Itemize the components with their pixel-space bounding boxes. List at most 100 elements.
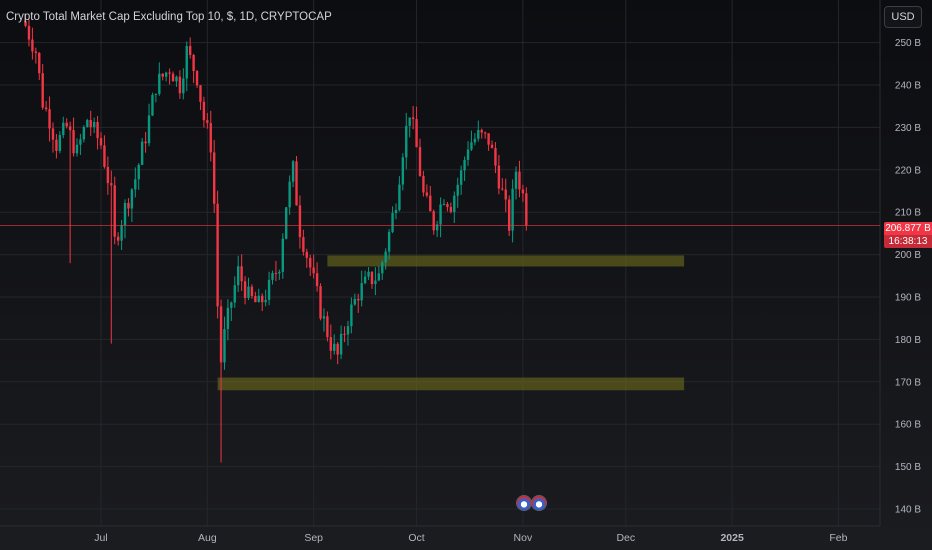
candle-body [226,307,230,330]
candle-body [182,78,185,94]
candle-body [480,129,483,133]
candle-body [490,144,494,149]
price-tick-label: 220 B [895,165,921,176]
candle-body [192,54,195,72]
time-tick-label: Sep [304,532,323,544]
candle-body [494,148,497,166]
price-tick-label: 140 B [895,505,921,516]
time-tick-label: Aug [198,532,217,544]
candle-body [92,121,96,128]
currency-button[interactable]: USD [884,6,922,28]
candle-body [68,126,72,131]
candle-body [144,141,147,144]
candle-countdown-badge: 16:38:13 [884,235,932,248]
price-tick-label: 200 B [895,250,921,261]
candle-body [99,138,103,146]
candle-body [408,117,411,126]
candle-body [274,273,278,275]
candle-body [343,333,346,335]
candle-body [247,286,250,299]
candle-body [463,159,466,171]
candle-body [357,298,360,301]
candle-body [319,286,322,319]
candle-body [185,46,188,79]
candle-body [309,257,312,268]
candle-body [497,165,501,189]
candle-body [38,52,41,74]
time-tick-label: Feb [829,532,847,544]
candle-body [147,115,151,144]
candle-body [243,281,247,299]
candle-body [41,73,44,108]
candle-body [418,147,422,176]
candle-body [449,207,453,212]
candle-body [315,273,319,287]
candle-body [329,337,333,351]
candle-body [442,203,446,205]
candle-body [178,76,182,94]
candle-body [422,175,425,193]
candle-body [116,236,120,241]
candle-body [233,285,236,303]
candle-body [267,279,271,300]
candle-body [65,122,68,127]
candle-body [230,302,233,308]
candle-body [219,306,223,363]
candle-body [514,171,518,189]
candle-body [487,133,490,145]
candle-body [216,203,219,307]
candle-body [31,39,34,52]
support-zones [217,255,685,391]
candle-body [44,107,48,110]
candle-body [439,204,442,225]
candle-body [134,179,137,190]
candle-body [202,101,206,121]
candle-body [302,237,305,252]
candle-body [470,142,473,150]
candle-body [223,329,226,363]
candle-body [113,185,116,237]
time-tick-label: Jul [94,532,107,544]
candle-body [75,144,79,154]
support-zone [217,377,685,391]
candle-body [195,71,199,86]
candle-body [271,273,274,280]
candle-body [51,128,55,140]
candle-body [206,120,209,124]
candle-body [394,210,398,214]
support-zone [327,255,685,267]
candle-body [106,166,110,184]
candle-body [171,73,175,82]
candle-body [336,343,339,355]
candle-body [55,139,58,151]
candle-body [525,193,528,226]
price-tick-label: 190 B [895,293,921,304]
candle-body [168,72,171,74]
candle-body [477,129,480,139]
us-flag-icon[interactable] [532,496,546,510]
candle-body [130,189,134,209]
time-tick-label: 2025 [720,532,744,544]
candle-body [254,296,257,303]
candle-body [188,46,192,55]
candle-body [350,304,353,327]
candle-body [398,184,401,211]
price-axis[interactable]: 140 B 150 B 160 B 170 B 180 B 190 B 200 B 210 B… [895,38,921,515]
candle-body [158,73,161,94]
candle-body [521,189,525,194]
candle-body [391,213,394,232]
candle-body [212,152,216,204]
candle-body [483,132,487,134]
candle-body [387,231,391,252]
time-axis[interactable]: Jul Aug Sep Oct Nov Dec 2025 Feb [94,532,847,544]
candle-body [305,251,308,258]
us-flag-icon[interactable] [517,496,531,510]
candle-body [291,161,295,182]
candle-body [264,299,267,303]
candle-body [123,202,127,226]
candle-body [504,189,507,200]
candle-body [405,125,408,158]
candle-body [89,119,92,128]
candle-body [384,251,387,263]
